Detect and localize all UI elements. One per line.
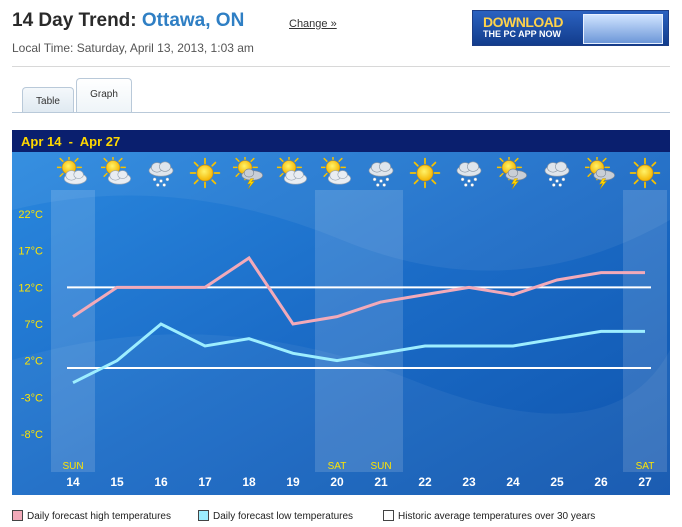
y-tick-label: 22°C [18, 209, 43, 221]
chart-title-bar [12, 130, 670, 152]
legend-swatch-high [12, 510, 23, 521]
legend-label-high: Daily forecast high temperatures [27, 511, 171, 522]
weekend-column [359, 190, 403, 472]
day-label: 27 [638, 475, 652, 489]
header-divider [12, 66, 670, 67]
day-label: 17 [198, 475, 212, 489]
trend-chart-svg: Apr 14 - Apr 27 22°C 17°C 12°C 7°C 2°C -3°C -8… [12, 130, 670, 495]
day-label: 23 [462, 475, 476, 489]
weekday-label: SUN [62, 461, 83, 472]
day-label: 22 [418, 475, 432, 489]
y-tick-label: -8°C [21, 429, 43, 441]
ad-subline: THE PC APP NOW [483, 29, 562, 39]
y-tick-label: 17°C [18, 246, 43, 258]
day-label: 14 [66, 475, 80, 489]
change-location-link[interactable]: Change » [289, 18, 337, 30]
app-screenshot-thumbnail [583, 14, 663, 44]
legend-item-historic: Historic average temperatures over 30 ye… [383, 510, 595, 522]
legend-swatch-low [198, 510, 209, 521]
day-label: 24 [506, 475, 520, 489]
ad-headline: DOWNLOAD [483, 14, 564, 30]
day-label: 19 [286, 475, 300, 489]
day-label: 15 [110, 475, 124, 489]
day-label: 20 [330, 475, 344, 489]
y-tick-label: -3°C [21, 392, 43, 404]
weekday-label: SAT [328, 461, 347, 472]
weekday-label: SUN [370, 461, 391, 472]
weekday-label: SAT [636, 461, 655, 472]
day-label: 26 [594, 475, 608, 489]
sun-icon [189, 157, 221, 189]
local-time: Local Time: Saturday, April 13, 2013, 1:… [12, 41, 254, 55]
day-label: 25 [550, 475, 564, 489]
y-tick-label: 2°C [25, 356, 44, 368]
page-title: 14 Day Trend: Ottawa, ON [12, 10, 244, 32]
chart-background [12, 130, 670, 495]
high-temp-line [72, 255, 645, 326]
day-label: 16 [154, 475, 168, 489]
legend-label-historic: Historic average temperatures over 30 ye… [398, 511, 596, 522]
legend-item-high: Daily forecast high temperatures [12, 510, 171, 522]
legend-swatch-historic [383, 510, 394, 521]
background-swoosh-lower [12, 334, 670, 495]
sun-icon [629, 157, 661, 189]
y-tick-label: 12°C [18, 282, 43, 294]
tab-table[interactable]: Table [22, 87, 74, 113]
weekend-column [315, 190, 359, 472]
sun-icon [409, 157, 441, 189]
legend-label-low: Daily forecast low temperatures [213, 511, 354, 522]
trend-chart: Apr 14 - Apr 27 22°C 17°C 12°C 7°C 2°C -3°C -8… [12, 130, 670, 495]
day-label: 18 [242, 475, 256, 489]
chart-title: Apr 14 - Apr 27 [21, 134, 120, 149]
tab-graph[interactable]: Graph [76, 78, 132, 113]
y-tick-label: 7°C [25, 319, 44, 331]
title-prefix: 14 Day Trend: [12, 10, 142, 31]
low-temp-line [72, 322, 645, 385]
ad-text: DOWNLOAD THE PC APP NOW [483, 14, 564, 40]
weekend-column [51, 190, 95, 472]
download-app-banner[interactable]: DOWNLOAD THE PC APP NOW [472, 10, 669, 46]
day-label: 21 [374, 475, 388, 489]
legend-item-low: Daily forecast low temperatures [198, 510, 353, 522]
tab-baseline [12, 112, 670, 113]
city-name: Ottawa, ON [141, 10, 245, 31]
